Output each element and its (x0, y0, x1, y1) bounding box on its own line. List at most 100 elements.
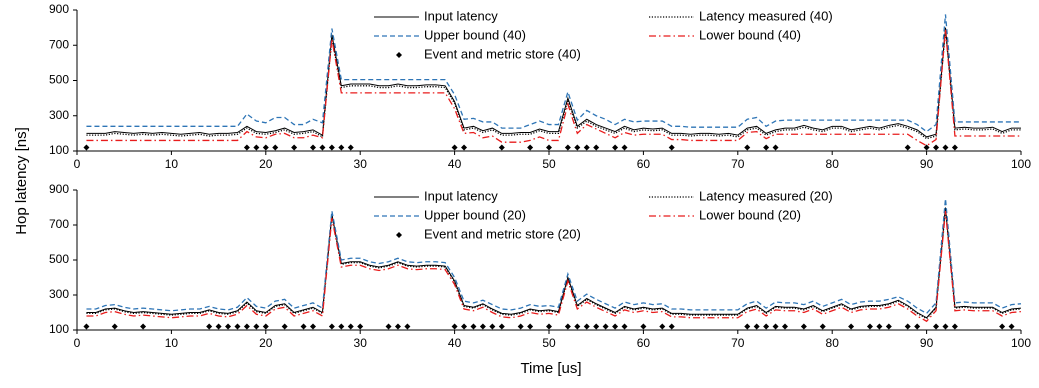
event-marker (527, 323, 534, 330)
x-tick-label: 30 (354, 336, 368, 350)
event-marker (904, 323, 911, 330)
event-marker (612, 144, 619, 151)
event-marker (319, 144, 326, 151)
y-tick-label: 300 (49, 287, 69, 301)
x-tick-label: 50 (542, 157, 556, 171)
series-group (83, 323, 1015, 330)
event-marker (517, 323, 524, 330)
event-marker (951, 144, 958, 151)
event-marker (574, 144, 581, 151)
legend-marker (396, 232, 402, 238)
x-tick-label: 0 (74, 157, 81, 171)
event-marker (933, 323, 940, 330)
event-marker (498, 144, 505, 151)
event-marker (923, 144, 930, 151)
legend-label: Event and metric store (40) (424, 46, 581, 61)
legend-item: Latency measured (20) (649, 188, 833, 203)
event-marker (885, 323, 892, 330)
legend-label: Event and metric store (20) (424, 226, 581, 241)
x-tick-label: 80 (826, 336, 840, 350)
x-tick-label: 70 (731, 157, 745, 171)
event-marker (744, 144, 751, 151)
event-marker (461, 144, 468, 151)
event-marker (404, 323, 411, 330)
event-marker (479, 323, 486, 330)
event-marker (498, 323, 505, 330)
legend-item: Latency measured (40) (649, 8, 833, 23)
event-marker (262, 323, 269, 330)
event-marker (564, 144, 571, 151)
legend-label: Lower bound (20) (699, 207, 801, 222)
y-tick-label: 300 (49, 108, 69, 122)
series-line (86, 198, 1022, 315)
x-tick-label: 60 (637, 336, 651, 350)
x-tick-label: 10 (165, 157, 179, 171)
event-marker (546, 323, 552, 330)
event-marker (338, 144, 345, 151)
legend-item: Input latency (374, 188, 498, 203)
event-marker (310, 323, 316, 330)
event-marker (668, 144, 675, 151)
event-marker (300, 323, 307, 330)
legend-label: Upper bound (40) (424, 27, 526, 42)
legend-item: Upper bound (40) (374, 27, 526, 42)
x-tick-label: 20 (259, 157, 273, 171)
x-tick-label: 40 (448, 157, 462, 171)
y-tick-label: 700 (49, 37, 69, 51)
y-tick-label: 100 (49, 143, 69, 157)
event-marker (866, 323, 873, 330)
event-marker (347, 144, 354, 151)
event-marker (281, 323, 288, 330)
top-chart-panel: 100 300 500 700 900 0 10 20 30 40 50 60 70 80 90 100 Inp… (49, 2, 1031, 171)
series-group (86, 14, 1021, 133)
event-marker (262, 144, 269, 151)
event-marker (310, 144, 316, 151)
event-marker (347, 323, 354, 330)
event-marker (83, 323, 90, 330)
legend-label: Latency measured (20) (699, 188, 833, 203)
event-marker (140, 323, 147, 330)
event-marker (489, 323, 496, 330)
y-axis-title: Hop latency [ns] (13, 127, 30, 235)
event-marker (848, 323, 855, 330)
event-marker (451, 144, 458, 151)
event-marker (819, 323, 826, 330)
series-group (86, 210, 1022, 323)
x-tick-label: 100 (1011, 157, 1031, 171)
legend-label: Input latency (424, 8, 498, 23)
event-marker (640, 323, 647, 330)
x-tick-label: 10 (165, 336, 179, 350)
series-group (83, 144, 958, 151)
event-marker (328, 144, 335, 151)
event-marker (583, 323, 590, 330)
event-marker (272, 144, 279, 151)
bottom-chart-panel: 100 300 500 700 900 0 10 20 30 40 50 60 70 80 90 100 Inp… (49, 182, 1031, 350)
y-tick-label: 100 (49, 322, 69, 336)
event-marker (1008, 323, 1015, 330)
event-marker (876, 323, 883, 330)
x-tick-label: 100 (1011, 336, 1031, 350)
legend-item: Upper bound (20) (374, 207, 526, 222)
event-marker (583, 144, 590, 151)
event-marker (999, 323, 1006, 330)
event-marker (933, 144, 940, 151)
event-marker (394, 323, 401, 330)
legend-item: Event and metric store (20) (396, 226, 581, 241)
event-marker (942, 323, 949, 330)
event-marker (800, 323, 807, 330)
event-marker (593, 144, 600, 151)
legend-item: Lower bound (20) (649, 207, 801, 222)
legend-marker (396, 52, 402, 58)
x-tick-label: 80 (826, 157, 840, 171)
x-tick-label: 20 (259, 336, 273, 350)
event-marker (291, 144, 298, 151)
event-marker (243, 323, 250, 330)
event-marker (772, 144, 779, 151)
x-tick-label: 70 (731, 336, 745, 350)
x-tick-label: 50 (542, 336, 556, 350)
legend-label: Lower bound (40) (699, 27, 801, 42)
event-marker (602, 323, 609, 330)
x-tick-label: 30 (354, 157, 368, 171)
event-marker (253, 144, 260, 151)
